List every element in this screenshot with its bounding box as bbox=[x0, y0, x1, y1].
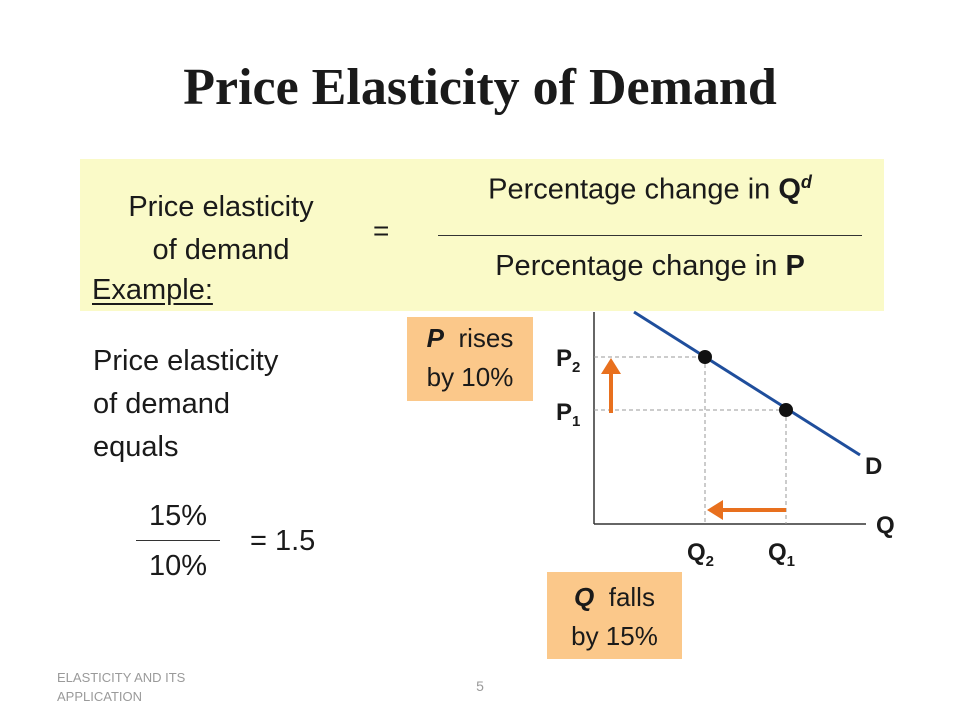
p2-label: P2 bbox=[556, 345, 580, 376]
denominator-var: P bbox=[785, 250, 805, 282]
quantity-fall-arrow bbox=[707, 500, 786, 520]
formula-fraction-line bbox=[438, 235, 862, 236]
price-rises-text: rises bbox=[458, 323, 514, 353]
q2-label-text: Q bbox=[687, 539, 706, 566]
numerator-sup: d bbox=[800, 172, 812, 192]
p1-label-sub: 1 bbox=[572, 412, 581, 430]
price-var: P bbox=[426, 323, 444, 353]
example-line1: Price elasticity bbox=[93, 345, 279, 377]
price-rises-callout: P rises by 10% bbox=[407, 317, 533, 401]
example-line3: equals bbox=[93, 431, 179, 463]
quantity-falls-line1: Q falls bbox=[547, 578, 682, 617]
formula-lhs: Price elasticity of demand bbox=[96, 186, 346, 272]
quantity-falls-text: falls bbox=[608, 582, 655, 612]
example-fraction-line bbox=[136, 540, 220, 541]
formula-denominator: Percentage change in P bbox=[438, 250, 862, 283]
q1-label-sub: 1 bbox=[786, 552, 796, 570]
formula-lhs-line1: Price elasticity bbox=[128, 191, 314, 223]
formula-numerator: Percentage change in Qd bbox=[438, 172, 862, 207]
quantity-var: Q bbox=[574, 582, 595, 612]
denominator-text: Percentage change in bbox=[495, 250, 786, 282]
page-number: 5 bbox=[476, 678, 484, 694]
price-rise-arrow bbox=[601, 358, 621, 413]
price-rises-line2: by 10% bbox=[426, 362, 514, 392]
q2-label-sub: 2 bbox=[705, 552, 715, 570]
formula-equals: = bbox=[373, 215, 390, 246]
q1-label: Q1 bbox=[768, 539, 795, 570]
point-p1-q1 bbox=[779, 403, 793, 417]
footer-line2: APPLICATION bbox=[57, 689, 143, 704]
p2-label-text: P bbox=[556, 345, 573, 372]
example-text: Price elasticity of demand equals bbox=[93, 340, 393, 469]
numerator-var: Q bbox=[778, 173, 801, 206]
p1-label: P1 bbox=[556, 399, 580, 430]
x-axis-label: Q bbox=[876, 512, 895, 539]
demand-curve-label: D bbox=[865, 453, 883, 480]
quantity-falls-callout: Q falls by 15% bbox=[547, 572, 682, 659]
numerator-text: Percentage change in bbox=[488, 173, 779, 206]
formula-lhs-line2: of demand bbox=[152, 234, 290, 266]
slide-footer: ELASTICITY AND ITS APPLICATION bbox=[57, 668, 237, 706]
q2-label: Q2 bbox=[687, 539, 714, 570]
example-heading: Example: bbox=[92, 274, 213, 306]
p2-label-sub: 2 bbox=[572, 358, 581, 376]
point-p2-q2 bbox=[698, 350, 712, 364]
example-numerator: 15% bbox=[148, 500, 208, 532]
example-denominator: 10% bbox=[148, 550, 208, 582]
p1-label-text: P bbox=[556, 399, 573, 426]
q1-label-text: Q bbox=[768, 539, 787, 566]
slide-title: Price Elasticity of Demand bbox=[183, 59, 777, 116]
demand-curve bbox=[633, 310, 861, 457]
quantity-falls-line2: by 15% bbox=[571, 621, 658, 651]
example-result: = 1.5 bbox=[250, 525, 316, 557]
example-line2: of demand bbox=[93, 388, 231, 420]
price-rises-line1: P rises bbox=[407, 319, 533, 358]
footer-line1: ELASTICITY AND ITS bbox=[57, 670, 186, 685]
